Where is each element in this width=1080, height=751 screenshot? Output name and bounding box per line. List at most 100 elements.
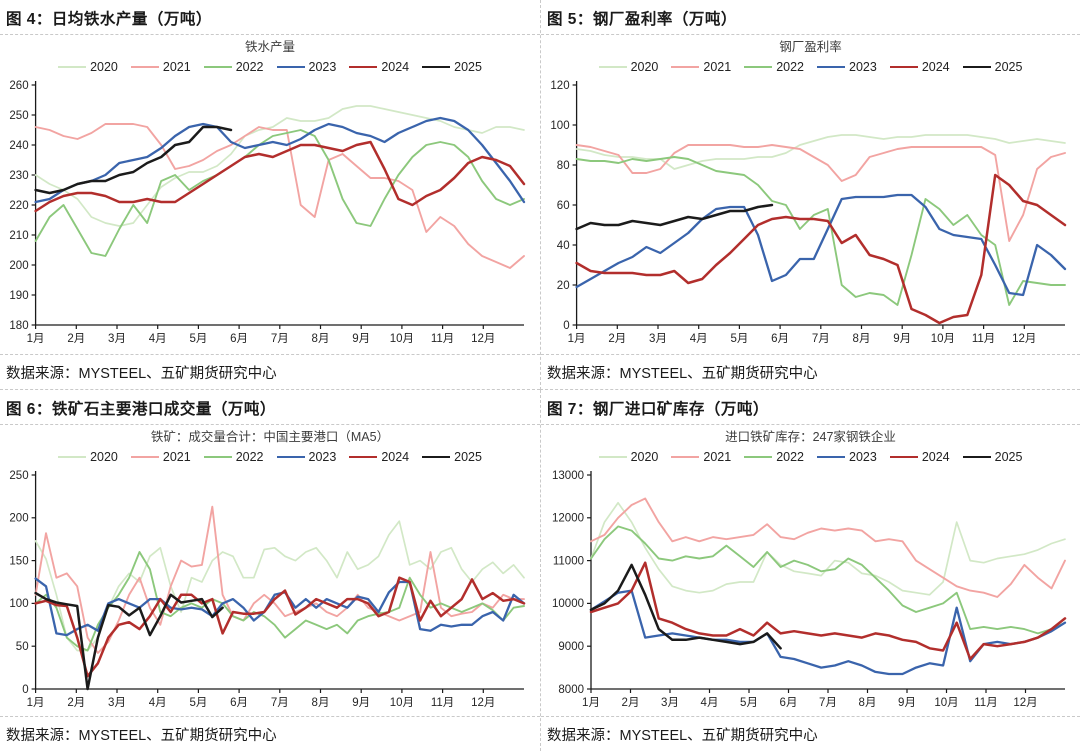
legend-item-2022: 2022 [203,60,264,74]
svg-text:9月: 9月 [352,697,370,709]
series-line-2020 [589,501,1066,596]
legend-swatch-2020 [58,456,87,458]
svg-text:40: 40 [556,240,569,252]
legend-item-2021: 2021 [130,450,191,464]
svg-text:4月: 4月 [700,697,718,709]
chart-legend: 2020 2021 2022 2023 2024 2025 [598,447,1023,467]
legend-swatch-2020 [58,66,87,68]
legend-swatch-2022 [203,456,232,458]
svg-text:10月: 10月 [934,697,958,709]
svg-text:250: 250 [9,470,28,482]
svg-text:2月: 2月 [67,333,85,345]
svg-text:0: 0 [563,320,569,332]
figure-cell-4: 图 4：日均铁水产量（万吨） 铁水产量 2020 2021 2022 2023 2024… [0,0,540,390]
series-line-2024 [574,173,1066,325]
svg-text:0: 0 [22,684,28,696]
legend-label: 2021 [703,60,732,74]
svg-text:12月: 12月 [471,697,495,709]
legend-swatch-2023 [276,66,305,68]
chart-subtitle: 进口铁矿库存：247家钢铁企业 [725,430,896,444]
legend-item-2024: 2024 [349,450,409,464]
svg-text:200: 200 [9,260,28,272]
legend-swatch-2023 [276,456,305,458]
svg-text:200: 200 [9,513,28,525]
series-line-2024 [34,140,526,213]
svg-text:12月: 12月 [1013,697,1037,709]
svg-text:11月: 11月 [974,697,997,709]
svg-text:9000: 9000 [558,641,584,653]
legend-swatch-2022 [744,66,773,68]
series-line-2022 [589,525,1066,635]
legend-item-2022: 2022 [744,60,804,74]
series-line-2025 [34,125,233,195]
svg-text:2月: 2月 [67,697,85,709]
legend-swatch-2022 [203,66,232,68]
svg-text:10月: 10月 [390,333,414,345]
source-text: 数据来源：MYSTEEL、五矿期货研究中心 [541,354,1080,389]
chart-subtitle: 铁矿：成交量合计：中国主要港口（MA5） [150,430,390,444]
svg-text:6月: 6月 [230,697,248,709]
chart-canvas: 180 190 200 210 220 230 240 250 260 1月 2月 3月 4月 5月 6月 7… [9,80,526,345]
svg-text:12月: 12月 [471,333,495,345]
chart-legend: 2020 2021 2022 2023 2024 2025 [58,57,482,77]
svg-text:6月: 6月 [779,697,797,709]
chart-subtitle: 铁水产量 [244,40,295,54]
legend-item-2021: 2021 [671,450,731,464]
legend-item-2020: 2020 [598,60,658,74]
legend-label: 2024 [381,60,410,74]
legend-label: 2020 [630,450,659,464]
legend-item-2024: 2024 [349,60,409,74]
series-line-2025 [34,591,224,691]
legend-label: 2022 [235,450,264,464]
chart-canvas: 0 20 40 60 80 100 120 1月 2月 3月 4月 5月 6月 7月 8月 9月 10月 11月 1… [550,80,1066,345]
series-line-2022 [575,156,1066,306]
svg-text:60: 60 [556,200,569,212]
legend-label: 2025 [994,450,1023,464]
chart-canvas: 0 50 100 150 200 250 1月 2月 3月 4月 5月 6月 7月 8月 9月 10月 11月 1… [9,470,526,709]
legend-item-2020: 2020 [58,450,118,464]
legend-item-2024: 2024 [889,450,950,464]
svg-text:8000: 8000 [558,684,584,696]
legend-item-2022: 2022 [744,450,804,464]
source-text: 数据来源：MYSTEEL、五矿期货研究中心 [0,716,540,751]
legend-item-2023: 2023 [276,450,336,464]
svg-text:7月: 7月 [271,333,289,345]
legend-label: 2025 [994,60,1023,74]
legend-swatch-2020 [598,456,627,458]
legend-swatch-2021 [671,66,700,68]
legend-label: 2022 [776,450,804,464]
legend-swatch-2025 [962,66,991,68]
legend-swatch-2021 [671,456,700,458]
legend-label: 2021 [162,450,191,464]
figure-cell-7: 图 7：钢厂进口矿库存（万吨） 进口铁矿库存：247家钢铁企业 2020 2021… [540,390,1080,751]
svg-text:3月: 3月 [661,697,679,709]
legend-swatch-2025 [422,456,451,458]
svg-text:260: 260 [9,80,28,92]
svg-text:11月: 11月 [431,697,454,709]
legend-swatch-2020 [598,66,627,68]
legend-item-2023: 2023 [817,450,877,464]
svg-text:12000: 12000 [552,513,584,525]
legend-label: 2024 [381,450,410,464]
figure-7-title: 图 7：钢厂进口矿库存（万吨） [541,390,1080,425]
legend-label: 2021 [703,450,732,464]
legend-swatch-2021 [130,66,159,68]
legend-label: 2021 [162,60,191,74]
svg-text:10月: 10月 [930,333,954,345]
series-line-2025 [589,563,782,650]
chart-canvas: 8000 9000 10000 11000 12000 13000 1月 2月 3月 4月 5月 6月… [552,470,1066,709]
svg-text:5月: 5月 [189,333,207,345]
series-line-2020 [34,105,525,227]
legend-label: 2025 [454,450,482,464]
legend-label: 2024 [921,450,950,464]
svg-text:12月: 12月 [1012,333,1036,345]
svg-text:6月: 6月 [771,333,789,345]
legend-label: 2024 [921,60,950,74]
svg-text:190: 190 [9,290,28,302]
legend-label: 2022 [235,60,264,74]
svg-text:5月: 5月 [740,697,758,709]
legend-label: 2020 [90,60,118,74]
svg-text:3月: 3月 [649,333,667,345]
legend-swatch-2021 [130,456,159,458]
figure-4-title: 图 4：日均铁水产量（万吨） [0,0,540,35]
